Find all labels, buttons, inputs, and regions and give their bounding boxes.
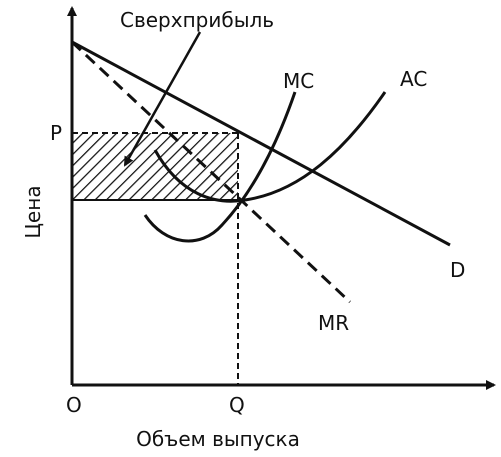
origin-label: O [66, 393, 82, 417]
profit-area [72, 133, 238, 200]
demand-label: D [450, 258, 465, 282]
mc-label: MC [283, 69, 314, 93]
quantity-label: Q [229, 393, 245, 417]
mr-label: MR [318, 311, 349, 335]
y-axis-label: Цена [21, 185, 45, 238]
mr-curve [70, 40, 352, 304]
demand-curve [71, 40, 451, 247]
profit-arrow [123, 31, 202, 167]
x-axis-label: Объем выпуска [136, 427, 300, 451]
price-label: P [50, 121, 62, 145]
ac-label: AC [400, 67, 427, 91]
mc-curve [143, 91, 297, 243]
ac-curve [153, 91, 387, 203]
profit-label: Сверхприбыль [120, 8, 274, 32]
